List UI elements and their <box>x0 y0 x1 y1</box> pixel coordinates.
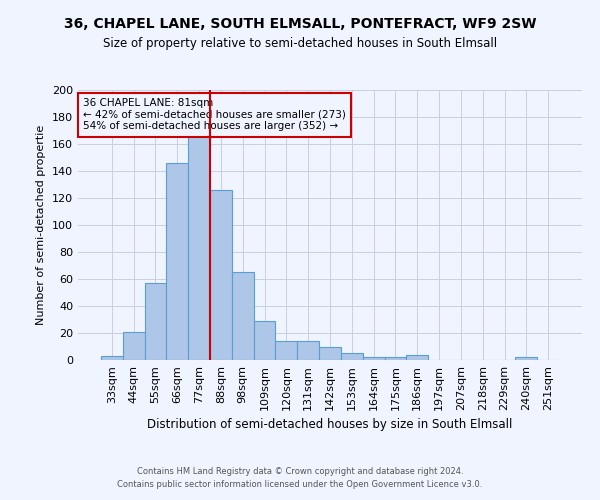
Bar <box>341 353 363 360</box>
Bar <box>406 354 428 360</box>
Text: Contains public sector information licensed under the Open Government Licence v3: Contains public sector information licen… <box>118 480 482 489</box>
Bar <box>210 190 232 360</box>
Bar <box>101 356 123 360</box>
Bar <box>145 283 166 360</box>
X-axis label: Distribution of semi-detached houses by size in South Elmsall: Distribution of semi-detached houses by … <box>148 418 512 432</box>
Bar <box>363 358 385 360</box>
Text: Contains HM Land Registry data © Crown copyright and database right 2024.: Contains HM Land Registry data © Crown c… <box>137 467 463 476</box>
Bar <box>385 358 406 360</box>
Text: 36, CHAPEL LANE, SOUTH ELMSALL, PONTEFRACT, WF9 2SW: 36, CHAPEL LANE, SOUTH ELMSALL, PONTEFRA… <box>64 18 536 32</box>
Text: 36 CHAPEL LANE: 81sqm
← 42% of semi-detached houses are smaller (273)
54% of sem: 36 CHAPEL LANE: 81sqm ← 42% of semi-deta… <box>83 98 346 132</box>
Bar <box>123 332 145 360</box>
Bar <box>515 358 537 360</box>
Y-axis label: Number of semi-detached propertie: Number of semi-detached propertie <box>37 125 46 325</box>
Bar <box>232 272 254 360</box>
Text: Size of property relative to semi-detached houses in South Elmsall: Size of property relative to semi-detach… <box>103 38 497 51</box>
Bar <box>166 163 188 360</box>
Bar <box>254 321 275 360</box>
Bar <box>297 341 319 360</box>
Bar <box>275 341 297 360</box>
Bar <box>319 346 341 360</box>
Bar <box>188 133 210 360</box>
